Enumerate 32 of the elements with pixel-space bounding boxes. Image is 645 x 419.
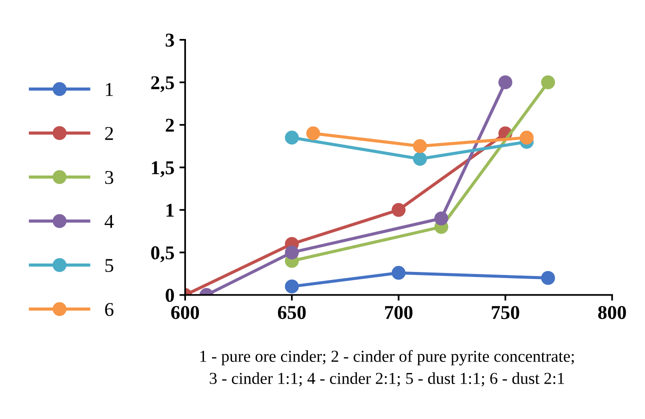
y-tick-label: 1 (166, 204, 174, 217)
y-tick-label: 2 (166, 118, 174, 132)
x-tick-label: 750 (492, 306, 520, 320)
text: 1 - pure ore cinder; 2 - cinder of pure pyrite concentrate; 3 - cinder 1:1; 4 - cinder 2:1; 5 - dust 1:1; 6 - dust 2:1 (200, 350, 574, 386)
point (541, 75, 555, 90)
legend-label: 3 (105, 170, 114, 184)
x-tick-label: 650 (278, 306, 306, 320)
point (498, 75, 512, 90)
point (306, 126, 320, 140)
legend-label: 1 (106, 83, 113, 96)
point (392, 266, 406, 280)
y-tick-label: 2,5 (151, 76, 174, 92)
y-tick-label: 1,5 (152, 161, 174, 178)
point (434, 211, 448, 226)
y-tick-label: 3 (166, 34, 174, 47)
y-tick-label: 0,5 (151, 246, 174, 262)
y-tick-label: 0 (166, 288, 174, 302)
legend-label: 2 (105, 126, 113, 140)
point (541, 271, 555, 285)
point (413, 139, 427, 154)
x-tick-label: 700 (385, 306, 412, 320)
legend-label: 5 (105, 259, 114, 272)
point (520, 130, 534, 145)
point (413, 152, 427, 166)
point (284, 130, 299, 145)
point (392, 202, 406, 217)
legend-label: 6 (105, 302, 114, 316)
x-tick-label: 600 (171, 306, 199, 320)
point (284, 246, 299, 260)
legend-label: 4 (104, 215, 114, 228)
x-tick-label: 800 (598, 306, 626, 320)
point (284, 280, 299, 294)
